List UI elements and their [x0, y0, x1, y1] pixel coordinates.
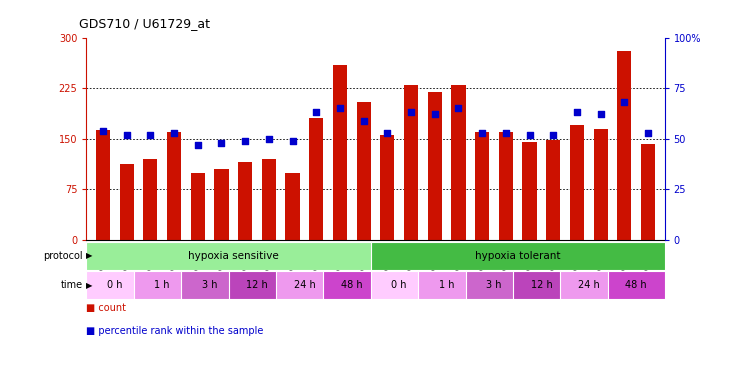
- Bar: [560, 271, 617, 299]
- Point: [216, 140, 228, 146]
- Text: 48 h: 48 h: [626, 280, 647, 290]
- Text: 0 h: 0 h: [391, 280, 407, 290]
- Text: ■ percentile rank within the sample: ■ percentile rank within the sample: [86, 326, 264, 336]
- Point: [97, 128, 109, 134]
- Text: 3 h: 3 h: [486, 280, 502, 290]
- Point: [547, 132, 559, 138]
- Text: 12 h: 12 h: [530, 280, 552, 290]
- Text: ▶: ▶: [86, 252, 92, 261]
- Text: 3 h: 3 h: [202, 280, 217, 290]
- Point: [287, 138, 299, 144]
- Point: [571, 110, 583, 116]
- Point: [310, 110, 322, 116]
- Point: [334, 105, 346, 111]
- Bar: [324, 271, 380, 299]
- Text: 12 h: 12 h: [246, 280, 268, 290]
- Point: [642, 130, 654, 136]
- Text: 24 h: 24 h: [294, 280, 315, 290]
- Bar: [641, 144, 655, 240]
- Text: 48 h: 48 h: [341, 280, 363, 290]
- Text: 0 h: 0 h: [107, 280, 122, 290]
- Bar: [593, 129, 608, 240]
- Text: time: time: [61, 280, 83, 290]
- Bar: [546, 140, 560, 240]
- Point: [263, 136, 275, 142]
- Point: [382, 130, 394, 136]
- Text: 24 h: 24 h: [578, 280, 599, 290]
- Bar: [86, 271, 143, 299]
- Bar: [418, 271, 475, 299]
- Point: [405, 110, 417, 116]
- Bar: [475, 132, 489, 240]
- Bar: [285, 172, 300, 240]
- Bar: [608, 271, 665, 299]
- Bar: [451, 85, 466, 240]
- Text: hypoxia sensitive: hypoxia sensitive: [188, 251, 279, 261]
- Text: 1 h: 1 h: [439, 280, 454, 290]
- Point: [476, 130, 488, 136]
- Point: [523, 132, 535, 138]
- Text: ■ count: ■ count: [86, 303, 126, 313]
- Bar: [143, 159, 158, 240]
- Point: [144, 132, 156, 138]
- Bar: [357, 102, 371, 240]
- Bar: [191, 172, 205, 240]
- Bar: [167, 132, 181, 240]
- Text: protocol: protocol: [43, 251, 83, 261]
- Bar: [214, 169, 228, 240]
- Text: ▶: ▶: [86, 280, 92, 290]
- Bar: [309, 118, 324, 240]
- Point: [239, 138, 251, 144]
- Point: [357, 117, 369, 123]
- Bar: [262, 159, 276, 240]
- Point: [192, 142, 204, 148]
- Bar: [238, 162, 252, 240]
- Bar: [96, 130, 110, 240]
- Text: 1 h: 1 h: [155, 280, 170, 290]
- Bar: [404, 85, 418, 240]
- Bar: [617, 51, 632, 240]
- Point: [121, 132, 133, 138]
- Bar: [523, 142, 537, 240]
- Bar: [371, 271, 427, 299]
- Point: [429, 111, 441, 117]
- Bar: [276, 271, 333, 299]
- Bar: [333, 64, 347, 240]
- Bar: [427, 92, 442, 240]
- Bar: [228, 271, 285, 299]
- Bar: [371, 242, 665, 270]
- Bar: [86, 242, 380, 270]
- Bar: [119, 164, 134, 240]
- Bar: [570, 125, 584, 240]
- Bar: [513, 271, 570, 299]
- Point: [595, 111, 607, 117]
- Point: [168, 130, 180, 136]
- Bar: [380, 135, 394, 240]
- Point: [452, 105, 464, 111]
- Bar: [181, 271, 238, 299]
- Text: hypoxia tolerant: hypoxia tolerant: [475, 251, 560, 261]
- Point: [500, 130, 512, 136]
- Bar: [499, 132, 513, 240]
- Bar: [466, 271, 523, 299]
- Bar: [134, 271, 191, 299]
- Point: [618, 99, 630, 105]
- Text: GDS710 / U61729_at: GDS710 / U61729_at: [79, 17, 210, 30]
